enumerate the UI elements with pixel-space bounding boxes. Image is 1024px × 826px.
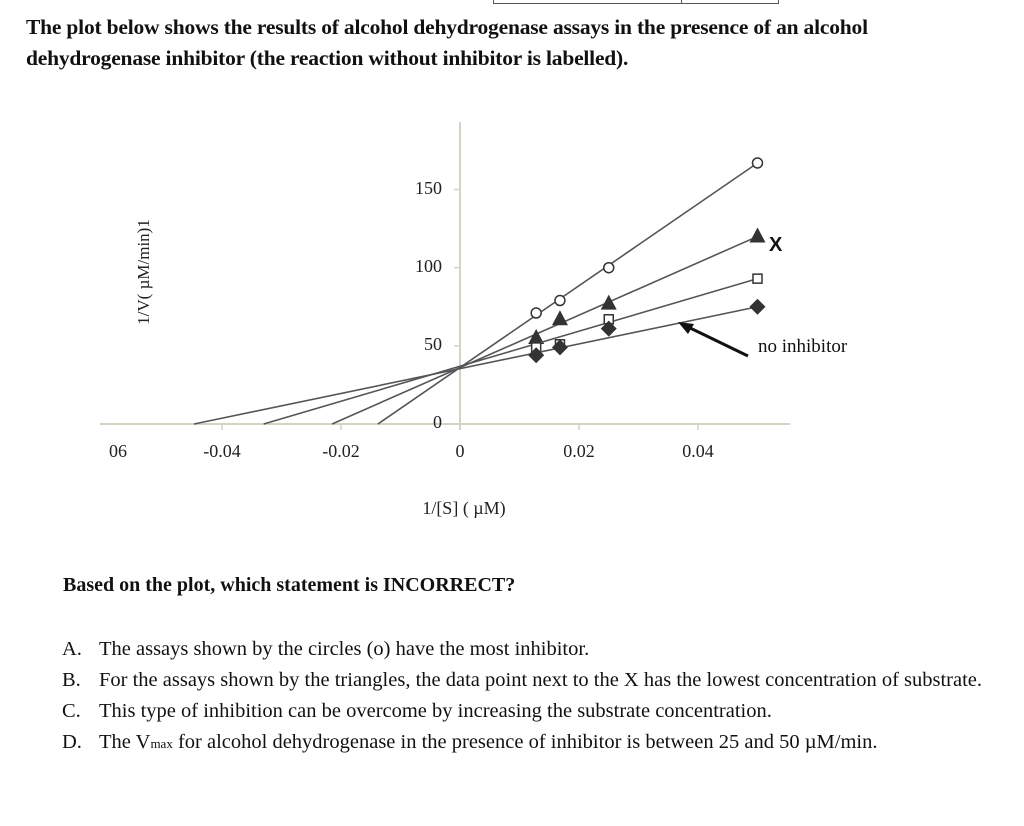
y-axis-label: 1/V( µM/min)1 xyxy=(134,219,153,325)
square-marker xyxy=(752,273,763,284)
series-line xyxy=(263,277,758,425)
no-inhibitor-annotation: no inhibitor xyxy=(758,336,848,357)
series-line xyxy=(377,162,758,425)
option-d: D. The Vmax for alcohol dehydrogenase in … xyxy=(62,727,1002,759)
x-tick-label: 0.02 xyxy=(563,441,595,461)
answer-options: A. The assays shown by the circles (o) ha… xyxy=(62,634,1002,759)
option-letter: A. xyxy=(62,638,82,660)
x-tick-label: -0.04 xyxy=(203,441,241,461)
annotation-arrow xyxy=(685,324,749,358)
triangle-marker xyxy=(551,310,568,326)
option-text-cont: for alcohol dehydrogenase in the presenc… xyxy=(172,731,878,753)
x-axis-label: 1/[S] ( µM) xyxy=(422,498,506,518)
y-tick-label: 100 xyxy=(415,255,442,276)
circle-marker xyxy=(751,157,764,169)
circle-marker xyxy=(554,294,566,307)
x-tick-label: 0 xyxy=(455,441,465,461)
x-tick-label: -0.02 xyxy=(322,441,360,461)
option-b: B. For the assays shown by the triangles,… xyxy=(62,665,1002,696)
question-prompt: Based on the plot, which statement is IN… xyxy=(63,574,516,596)
series-line xyxy=(331,235,758,425)
y-tick-label: 0 xyxy=(433,412,442,432)
option-text: The assays shown by the circles (o) have… xyxy=(99,638,590,660)
intro-text: The plot below shows the results of alco… xyxy=(26,15,868,70)
option-text: This type of inhibition can be overcome … xyxy=(99,700,772,722)
option-letter: C. xyxy=(62,700,81,722)
option-letter: B. xyxy=(62,669,81,691)
diamond-marker xyxy=(528,347,545,364)
circle-marker xyxy=(603,261,615,274)
triangle-marker xyxy=(749,227,766,243)
top-table-fragment xyxy=(493,0,779,4)
lineweaver-burk-chart: 06 -0.04 -0.02 0 0.02 0.04 0 50 100 150 1/V( µM/… xyxy=(100,122,848,518)
option-text: The V xyxy=(99,731,151,753)
y-tick-label: 150 xyxy=(415,177,442,198)
triangle-marker xyxy=(600,294,617,310)
x-tick-label: 0.04 xyxy=(682,441,714,461)
option-text: For the assays shown by the triangles, t… xyxy=(99,669,983,691)
diamond-marker xyxy=(551,339,568,356)
option-c: C. This type of inhibition can be overcom… xyxy=(62,696,1002,727)
diamond-marker xyxy=(749,298,766,315)
option-letter: D. xyxy=(62,731,82,753)
series-line xyxy=(193,305,758,425)
x-annotation: X xyxy=(769,234,783,256)
arrow-head-icon xyxy=(678,322,694,334)
vmax-subscript: max xyxy=(150,736,173,751)
x-tick-label: 06 xyxy=(109,441,127,461)
circle-marker xyxy=(530,307,542,319)
plot-area xyxy=(100,122,790,430)
option-a: A. The assays shown by the circles (o) ha… xyxy=(62,634,1002,665)
diamond-marker xyxy=(600,320,617,337)
y-tick-label: 50 xyxy=(424,333,442,354)
triangle-marker xyxy=(528,329,545,345)
table-divider xyxy=(681,0,682,3)
